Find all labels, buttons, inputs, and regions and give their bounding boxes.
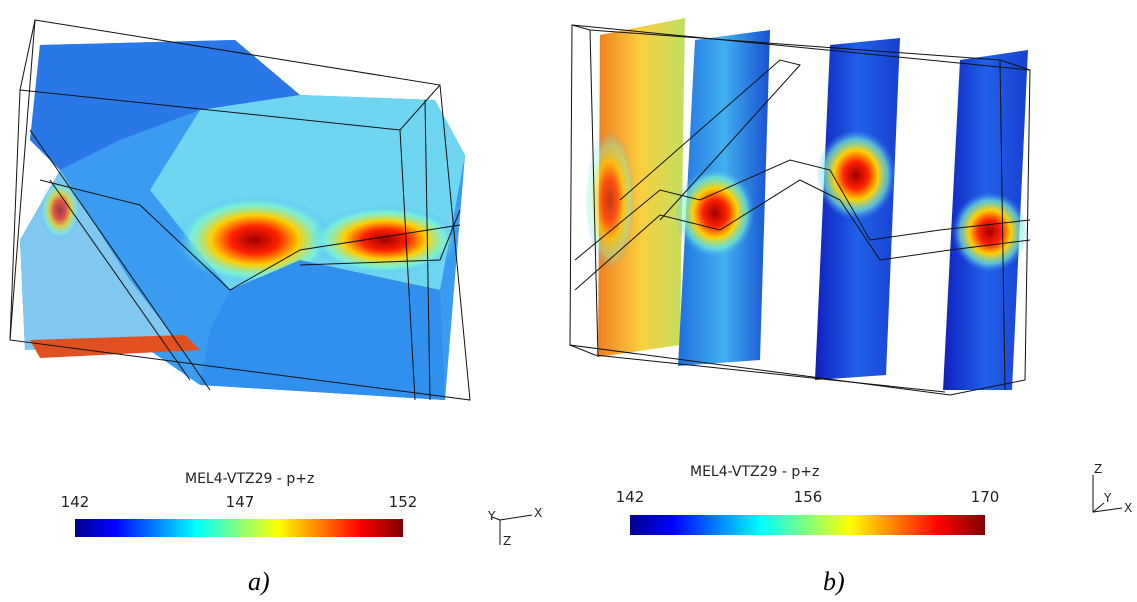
axis-triad-b: Z Y X <box>1093 462 1132 515</box>
colorbar-tick: 152 <box>389 493 418 511</box>
color-scale <box>630 515 985 535</box>
panel-a-render <box>10 20 470 400</box>
panel-b-render <box>570 18 1030 395</box>
colorbar-title: MEL4-VTZ29 - p+z <box>690 464 819 480</box>
colorbar-b: MEL4-VTZ29 - p+z 142 156 170 <box>616 464 1000 535</box>
colorbar-tick: 142 <box>616 488 645 506</box>
axis-label: Y <box>487 509 496 523</box>
axis-label: Z <box>1094 462 1102 476</box>
axis-label: X <box>534 506 542 520</box>
caption: a) <box>248 567 270 596</box>
colorbar-tick: 142 <box>61 493 90 511</box>
axis-label: X <box>1124 501 1132 515</box>
colorbar-title: MEL4-VTZ29 - p+z <box>185 471 314 487</box>
colorbar-a: MEL4-VTZ29 - p+z 142 147 152 <box>61 471 418 537</box>
axis-label: Z <box>503 534 511 548</box>
figure: MEL4-VTZ29 - p+z 142 147 152 MEL4-VTZ29 … <box>0 0 1137 602</box>
colorbar-tick: 147 <box>226 493 255 511</box>
colorbar-tick: 170 <box>971 488 1000 506</box>
axis-triad-a: Y X Z <box>487 506 542 548</box>
axis-label: Y <box>1103 491 1112 505</box>
caption: b) <box>823 567 845 596</box>
color-scale <box>75 519 403 537</box>
colorbar-tick: 156 <box>794 488 823 506</box>
